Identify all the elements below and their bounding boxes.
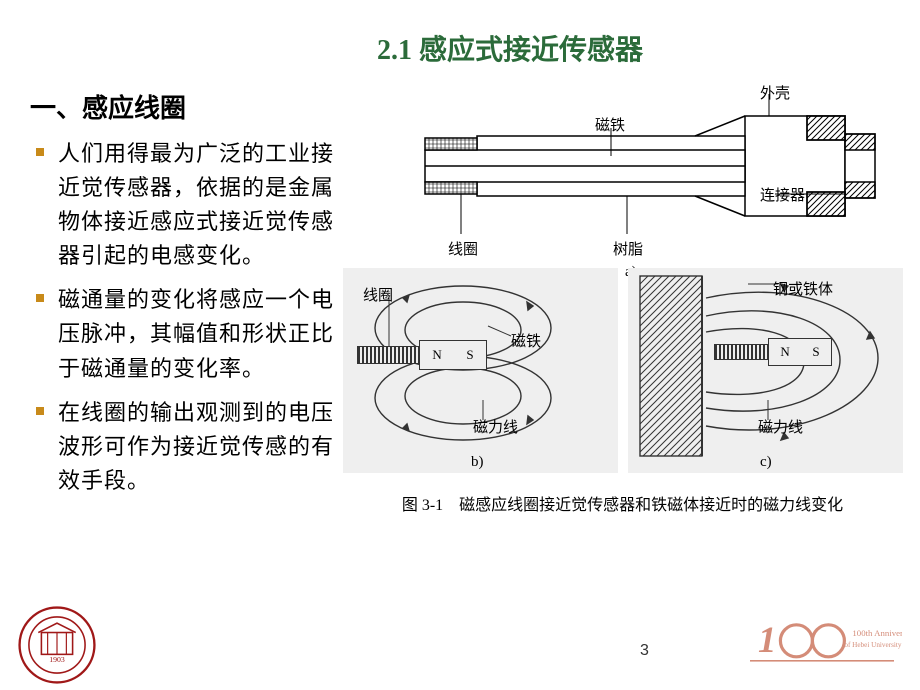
label-coil: 线圈 [448,238,478,259]
section-heading: 一、感应线圈 [30,88,355,125]
svg-text:1: 1 [758,619,776,660]
bullet-text: 在线圈的输出观测到的电压波形可作为接近觉传感的有效手段。 [58,396,355,498]
bullet-marker-icon [36,294,44,302]
coil-icon [714,344,768,360]
bullet-item: 在线圈的输出观测到的电压波形可作为接近觉传感的有效手段。 [30,396,355,498]
magnet-ns-box: N S [768,338,832,366]
label-magnet-b: 磁铁 [511,330,541,351]
bullet-text: 磁通量的变化将感应一个电压脉冲，其幅值和形状正比于磁通量的变化率。 [58,283,355,385]
university-seal-icon: 1903 [18,606,96,684]
bullet-item: 人们用得最为广泛的工业接近觉传感器，依据的是金属物体接近感应式接近觉传感器引起的… [30,137,355,273]
label-resin: 树脂 [613,238,643,259]
svg-text:1903: 1903 [49,655,65,664]
diagram-a: 外壳 磁铁 线圈 树脂 连接器 a) [365,76,895,266]
svg-text:of Hebei University of Technol: of Hebei University of Technology [844,641,902,649]
diagram-b: N S 线圈 磁铁 磁力线 b) [343,268,618,473]
svg-text:100th Anniversary: 100th Anniversary [852,628,902,638]
figure-caption: 图 3-1 磁感应线圈接近觉传感器和铁磁体接近时的磁力线变化 [345,491,900,515]
coil-icon [357,346,419,364]
diagram-c: N S 钢或铁体 磁力线 c) [628,268,903,473]
page-number: 3 [640,642,649,660]
content-row: 一、感应线圈 人们用得最为广泛的工业接近觉传感器，依据的是金属物体接近感应式接近… [0,68,920,515]
label-shell: 外壳 [760,82,790,103]
pole-s: S [466,347,473,363]
slide-title: 2.1 感应式接近传感器 [100,0,920,68]
bullet-marker-icon [36,148,44,156]
right-column: 外壳 磁铁 线圈 树脂 连接器 a) [355,76,900,515]
bullet-marker-icon [36,407,44,415]
bullet-text: 人们用得最为广泛的工业接近觉传感器，依据的是金属物体接近感应式接近觉传感器引起的… [58,137,355,273]
label-steel-c: 钢或铁体 [773,278,833,299]
label-coil-b: 线圈 [363,284,393,305]
label-magnet: 磁铁 [595,114,625,135]
pole-n: N [432,347,441,363]
label-connector: 连接器 [760,184,805,205]
bullet-item: 磁通量的变化将感应一个电压脉冲，其幅值和形状正比于磁通量的变化率。 [30,283,355,385]
label-fieldline-c: 磁力线 [758,416,803,437]
diagram-bc-row: N S 线圈 磁铁 磁力线 b) [343,268,898,473]
magnet-ns-box: N S [419,340,487,370]
field-lines-c-svg [628,268,903,473]
left-column: 一、感应线圈 人们用得最为广泛的工业接近觉传感器，依据的是金属物体接近感应式接近… [30,76,355,515]
pole-n: N [780,344,789,360]
sublabel-b: b) [471,454,484,471]
label-fieldline-b: 磁力线 [473,416,518,437]
pole-s: S [812,344,819,360]
bullet-list: 人们用得最为广泛的工业接近觉传感器，依据的是金属物体接近感应式接近觉传感器引起的… [30,137,355,498]
anniversary-logo-icon: 1 100th Anniversary of Hebei University … [742,612,902,684]
sublabel-c: c) [760,454,772,471]
